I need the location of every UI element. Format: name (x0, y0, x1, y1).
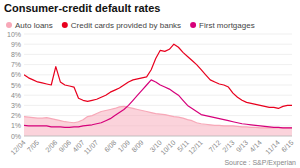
plot-area (24, 44, 292, 136)
line (24, 80, 292, 128)
legend-label: First mortgages (199, 21, 255, 30)
chart: Consumer-credit default rates Auto loans C… (0, 0, 300, 168)
grid-line (24, 64, 292, 65)
x-tick-label: 10/10 (159, 139, 176, 156)
legend-item: First mortgages (190, 21, 255, 30)
y-tick-label: 1% (11, 122, 21, 129)
x-tick-label: 6/08 (103, 139, 118, 154)
legend-marker (6, 22, 12, 28)
legend-label: Auto loans (15, 21, 53, 30)
grid-line (24, 136, 292, 137)
grid-line (24, 34, 292, 35)
x-tick-label: 2/13 (221, 139, 236, 154)
y-tick-label: 5% (11, 82, 21, 89)
grid-line (24, 95, 292, 96)
x-tick-label: 12/04 (9, 139, 26, 156)
x-tick-label: 11/14 (264, 139, 281, 156)
title: Consumer-credit default rates (4, 2, 160, 14)
legend-item: Credit cards provided by banks (62, 21, 181, 30)
y-tick-label: 0% (11, 133, 21, 140)
line (24, 44, 292, 108)
x-tick-label: 8/09 (130, 139, 145, 154)
y-tick-label: 4% (11, 92, 21, 99)
x-tick-label: 6/15 (280, 139, 295, 154)
x-axis: 12/047/052/069/064/0711/076/081/098/093/… (9, 139, 294, 156)
grid-line (24, 74, 292, 75)
x-tick-label: 11/07 (82, 139, 99, 156)
x-tick-label: 12/11 (187, 139, 204, 156)
grid (24, 34, 292, 136)
x-tick-label: 2/06 (44, 139, 59, 154)
y-tick-label: 10% (7, 31, 21, 38)
y-tick-label: 2% (11, 112, 21, 119)
x-tick-label: 7/12 (207, 139, 222, 154)
y-tick-label: 9% (11, 41, 21, 48)
x-tick-label: 9/13 (235, 139, 250, 154)
grid-line (24, 44, 292, 45)
annotation: Source : S&P/Experian (224, 159, 296, 167)
grid-line (24, 105, 292, 106)
legend-marker (190, 22, 196, 28)
area (24, 106, 292, 136)
legend: Auto loans Credit cards provided by banks… (6, 21, 255, 30)
x-tick-label: 9/06 (58, 139, 73, 154)
x-tick-label: 4/14 (248, 139, 263, 154)
legend-item: Auto loans (6, 21, 53, 30)
y-axis: 0% 1% 2% 3% 4% 5% 6% 7% 8% 9% 10% (7, 31, 21, 140)
x-tick-label: 7/05 (26, 139, 41, 154)
legend-label: Credit cards provided by banks (71, 21, 181, 30)
y-tick-label: 3% (11, 102, 21, 109)
x-tick-label: 1/09 (117, 139, 132, 154)
legend-marker (62, 22, 68, 28)
y-tick-label: 8% (11, 51, 21, 58)
x-axis-line (24, 136, 292, 137)
y-tick-label: 7% (11, 61, 21, 68)
y-tick-label: 6% (11, 71, 21, 78)
